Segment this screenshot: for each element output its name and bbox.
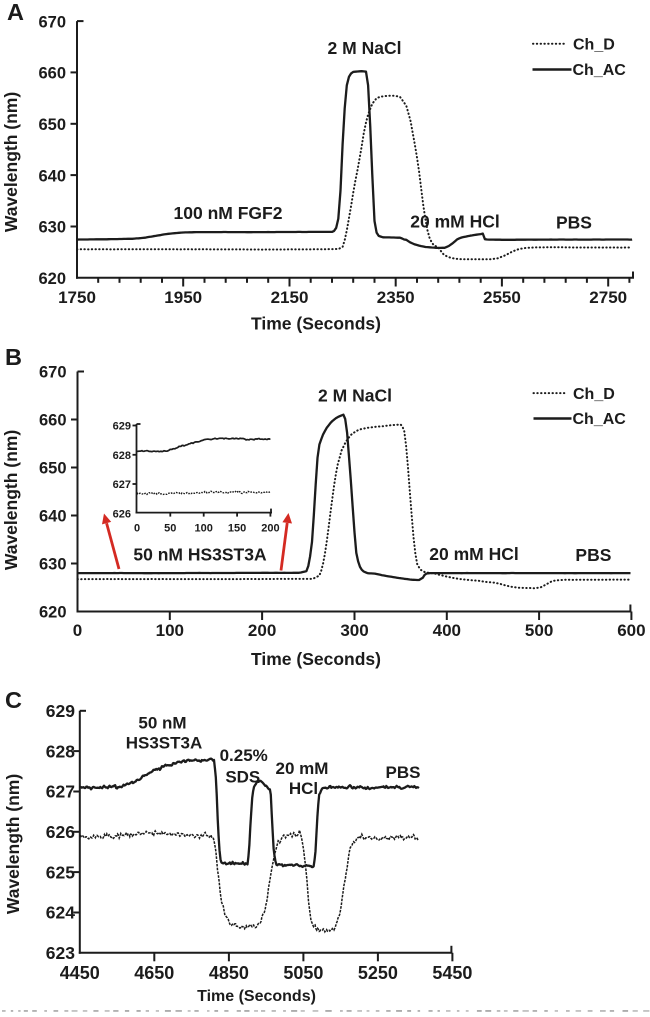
- svg-text:627: 627: [113, 479, 131, 491]
- svg-text:629: 629: [113, 421, 131, 433]
- svg-text:50: 50: [164, 523, 176, 535]
- svg-text:20 mM HCl: 20 mM HCl: [410, 212, 499, 232]
- svg-text:50 nM HS3ST3A: 50 nM HS3ST3A: [133, 545, 267, 565]
- svg-text:640: 640: [39, 508, 67, 526]
- svg-text:2 M NaCl: 2 M NaCl: [318, 386, 392, 406]
- svg-text:PBS: PBS: [386, 763, 421, 782]
- svg-text:629: 629: [46, 701, 75, 721]
- svg-text:650: 650: [38, 116, 66, 134]
- svg-text:4650: 4650: [134, 963, 174, 983]
- svg-text:660: 660: [39, 412, 67, 430]
- svg-text:20 mM: 20 mM: [276, 759, 329, 778]
- svg-text:628: 628: [113, 450, 131, 462]
- svg-text:Time (Seconds): Time (Seconds): [251, 314, 381, 334]
- svg-text:670: 670: [39, 364, 67, 382]
- svg-text:Ch_AC: Ch_AC: [573, 62, 627, 79]
- svg-text:2 M NaCl: 2 M NaCl: [328, 38, 402, 58]
- svg-text:300: 300: [340, 621, 368, 640]
- svg-text:SDS: SDS: [225, 768, 260, 787]
- svg-text:625: 625: [46, 862, 75, 882]
- svg-text:Ch_D: Ch_D: [573, 386, 615, 403]
- svg-text:Wavelength (nm): Wavelength (nm): [1, 430, 21, 570]
- svg-text:0: 0: [134, 523, 140, 535]
- svg-text:630: 630: [38, 219, 66, 237]
- svg-text:4850: 4850: [209, 963, 249, 983]
- svg-text:4450: 4450: [60, 963, 100, 983]
- svg-text:5050: 5050: [283, 963, 323, 983]
- svg-text:660: 660: [38, 65, 66, 83]
- svg-text:2350: 2350: [377, 288, 415, 307]
- svg-text:B: B: [5, 344, 22, 370]
- svg-text:HS3ST3A: HS3ST3A: [126, 734, 203, 753]
- svg-text:2150: 2150: [271, 288, 309, 307]
- svg-text:650: 650: [39, 460, 67, 478]
- svg-text:A: A: [7, 0, 24, 25]
- svg-text:Ch_D: Ch_D: [573, 37, 615, 54]
- svg-text:Time (Seconds): Time (Seconds): [251, 649, 381, 669]
- svg-text:400: 400: [433, 621, 461, 640]
- svg-text:626: 626: [113, 508, 131, 520]
- svg-text:100: 100: [195, 523, 213, 535]
- svg-text:200: 200: [261, 523, 279, 535]
- svg-text:5450: 5450: [432, 963, 472, 983]
- svg-text:623: 623: [46, 943, 75, 963]
- svg-text:5250: 5250: [358, 963, 398, 983]
- svg-text:640: 640: [38, 167, 66, 185]
- svg-text:HCl: HCl: [289, 779, 318, 798]
- svg-text:626: 626: [46, 822, 75, 842]
- svg-text:100: 100: [156, 621, 184, 640]
- svg-text:670: 670: [38, 13, 66, 31]
- svg-text:Time (Seconds): Time (Seconds): [197, 988, 316, 1005]
- svg-text:624: 624: [46, 903, 75, 923]
- svg-text:50 nM: 50 nM: [138, 714, 186, 733]
- svg-text:2550: 2550: [483, 288, 521, 307]
- svg-text:PBS: PBS: [575, 545, 611, 565]
- svg-text:2750: 2750: [589, 288, 627, 307]
- svg-text:600: 600: [617, 621, 645, 640]
- svg-text:630: 630: [39, 556, 67, 574]
- svg-text:PBS: PBS: [556, 213, 592, 233]
- svg-text:Ch_AC: Ch_AC: [573, 411, 627, 428]
- svg-text:Wavelength (nm): Wavelength (nm): [1, 92, 21, 232]
- svg-text:C: C: [5, 687, 22, 713]
- svg-text:1750: 1750: [58, 288, 96, 307]
- svg-text:Wavelength (nm): Wavelength (nm): [3, 774, 23, 914]
- svg-text:628: 628: [46, 741, 75, 761]
- svg-text:200: 200: [248, 621, 276, 640]
- svg-text:500: 500: [525, 621, 553, 640]
- svg-text:620: 620: [39, 604, 67, 622]
- svg-text:627: 627: [46, 782, 75, 802]
- svg-text:100 nM FGF2: 100 nM FGF2: [174, 203, 283, 223]
- svg-text:0.25%: 0.25%: [220, 746, 268, 765]
- svg-text:0: 0: [73, 621, 82, 640]
- svg-text:150: 150: [228, 523, 246, 535]
- svg-text:20 mM HCl: 20 mM HCl: [429, 544, 518, 564]
- svg-text:620: 620: [38, 270, 66, 288]
- svg-text:1950: 1950: [164, 288, 202, 307]
